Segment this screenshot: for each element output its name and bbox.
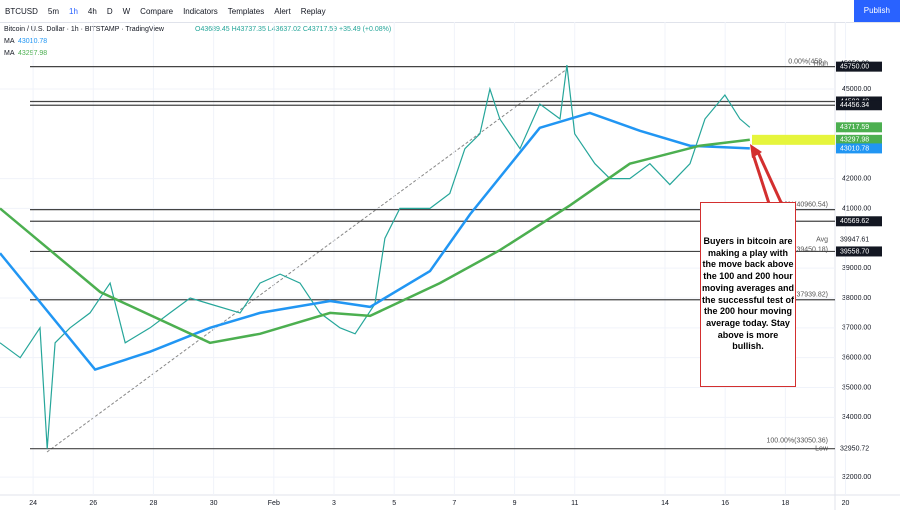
x-tick-label: Feb <box>268 500 280 507</box>
price-label-text: 43297.98 <box>840 137 869 144</box>
interval[interactable]: W <box>122 6 131 16</box>
x-tick-label: 16 <box>721 500 729 507</box>
price-label-box <box>836 134 882 145</box>
legend-title: Bitcoin / U.S. Dollar · 1h · BITSTAMP · … <box>4 26 165 33</box>
y-tick-label: 41000.00 <box>842 205 871 212</box>
price-label-tag: High <box>814 61 829 68</box>
price-label: 43297.98 <box>836 134 882 145</box>
price-label: 32950.72 Low <box>815 443 882 454</box>
fib-label: .00%(39450.18) <box>778 247 828 254</box>
price-label-box <box>836 246 882 257</box>
price-label-text: 39947.61 <box>840 237 869 244</box>
x-tick-label: 24 <box>29 500 37 507</box>
legend-ma: MA <box>4 50 15 57</box>
y-tick-label: 32000.00 <box>842 474 871 481</box>
legend-ma: MA <box>4 38 15 45</box>
interval[interactable]: 1h <box>69 6 78 16</box>
y-tick-label: 39000.00 <box>842 265 871 272</box>
interval[interactable]: 4h <box>87 6 97 16</box>
y-tick-label: 35000.00 <box>842 384 871 391</box>
price-label-box <box>836 443 882 454</box>
x-tick-label: 20 <box>842 500 850 507</box>
button[interactable]: Templates <box>227 6 265 16</box>
x-tick-label: 14 <box>661 500 669 507</box>
y-tick-label: 38000.00 <box>842 295 871 302</box>
y-tick-label: 45000.00 <box>842 86 871 93</box>
price-label-tag: Low <box>815 446 829 453</box>
price-label-text: 45750.00 <box>840 63 869 70</box>
price-label: 39558.70 <box>836 246 882 257</box>
price-label-tag: Avg <box>816 237 828 244</box>
interval[interactable]: D <box>106 6 113 16</box>
price-label-text: 43717.59 <box>840 124 869 131</box>
annotation: Buyers in bitcoin are making a play with… <box>700 202 796 387</box>
button[interactable]: Alert <box>274 6 291 16</box>
fib-label: .80%(37939.82) <box>778 292 828 299</box>
price-label-box <box>836 234 882 245</box>
price-label: 40569.62 <box>836 216 882 227</box>
price-label-text: 43010.78 <box>840 145 869 152</box>
button[interactable]: Compare <box>140 6 174 16</box>
x-tick-label: 3 <box>332 500 336 507</box>
fib-label: 0.00%(458... <box>788 58 828 65</box>
y-tick-label: 36000.00 <box>842 355 871 362</box>
highlight-band <box>752 134 835 145</box>
ohlc: O43689.45 H43737.35 L43637.02 C43717.59 … <box>195 26 391 33</box>
x-tick-label: 9 <box>513 500 517 507</box>
fib-label: .20%(40960.54) <box>778 201 828 208</box>
x-tick-label: 26 <box>89 500 97 507</box>
price-label: 39947.61 Avg <box>816 234 882 245</box>
button[interactable]: Indicators <box>183 6 218 16</box>
series-line <box>0 111 750 372</box>
y-tick-label: 37000.00 <box>842 325 871 332</box>
toolbar: BTCUSD 5m 1h 4h D W Compare Indicators T… <box>0 0 900 23</box>
fib-label: 100.00%(33050.36) <box>767 438 829 445</box>
price-label-text: 32950.72 <box>840 446 869 453</box>
price-label: 45750.00 <box>836 61 882 72</box>
y-tick-label: 34000.00 <box>842 414 871 421</box>
trend-line <box>46 68 568 453</box>
price-label-box <box>836 143 882 154</box>
chart: Bitcoin / U.S. Dollar · 1h · BITSTAMP · … <box>0 22 900 510</box>
x-tick-label: 30 <box>210 500 218 507</box>
symbol[interactable]: BTCUSD <box>5 6 38 16</box>
x-tick-label: 11 <box>571 500 578 507</box>
price-label-text: 44456.34 <box>840 102 869 109</box>
price-label-text: 40569.62 <box>840 218 869 225</box>
price-label: 44456.34 <box>836 100 882 111</box>
y-tick-label: 42000.00 <box>842 175 871 182</box>
price-label: 43010.78 <box>836 143 882 154</box>
price-label-text: 39558.70 <box>840 248 869 255</box>
x-tick-label: 5 <box>392 500 396 507</box>
publish-button[interactable]: Publish <box>853 0 900 22</box>
x-tick-label: 18 <box>781 500 789 507</box>
series-line <box>0 138 750 345</box>
price-label-box <box>836 122 882 133</box>
price-label-box <box>836 100 882 111</box>
x-tick-label: 7 <box>452 500 456 507</box>
price-label-box <box>836 61 882 72</box>
price-label-box <box>836 216 882 227</box>
x-tick-label: 28 <box>150 500 158 507</box>
interval[interactable]: 5m <box>47 6 60 16</box>
button[interactable]: Replay <box>300 6 326 16</box>
series-line <box>0 65 751 449</box>
